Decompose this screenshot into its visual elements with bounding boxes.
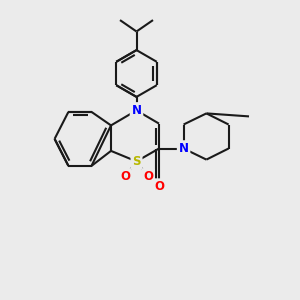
Text: O: O — [143, 170, 153, 183]
Text: S: S — [132, 155, 141, 168]
Text: O: O — [120, 170, 130, 183]
Text: N: N — [178, 142, 189, 155]
Text: O: O — [154, 180, 164, 193]
Text: N: N — [131, 104, 142, 117]
